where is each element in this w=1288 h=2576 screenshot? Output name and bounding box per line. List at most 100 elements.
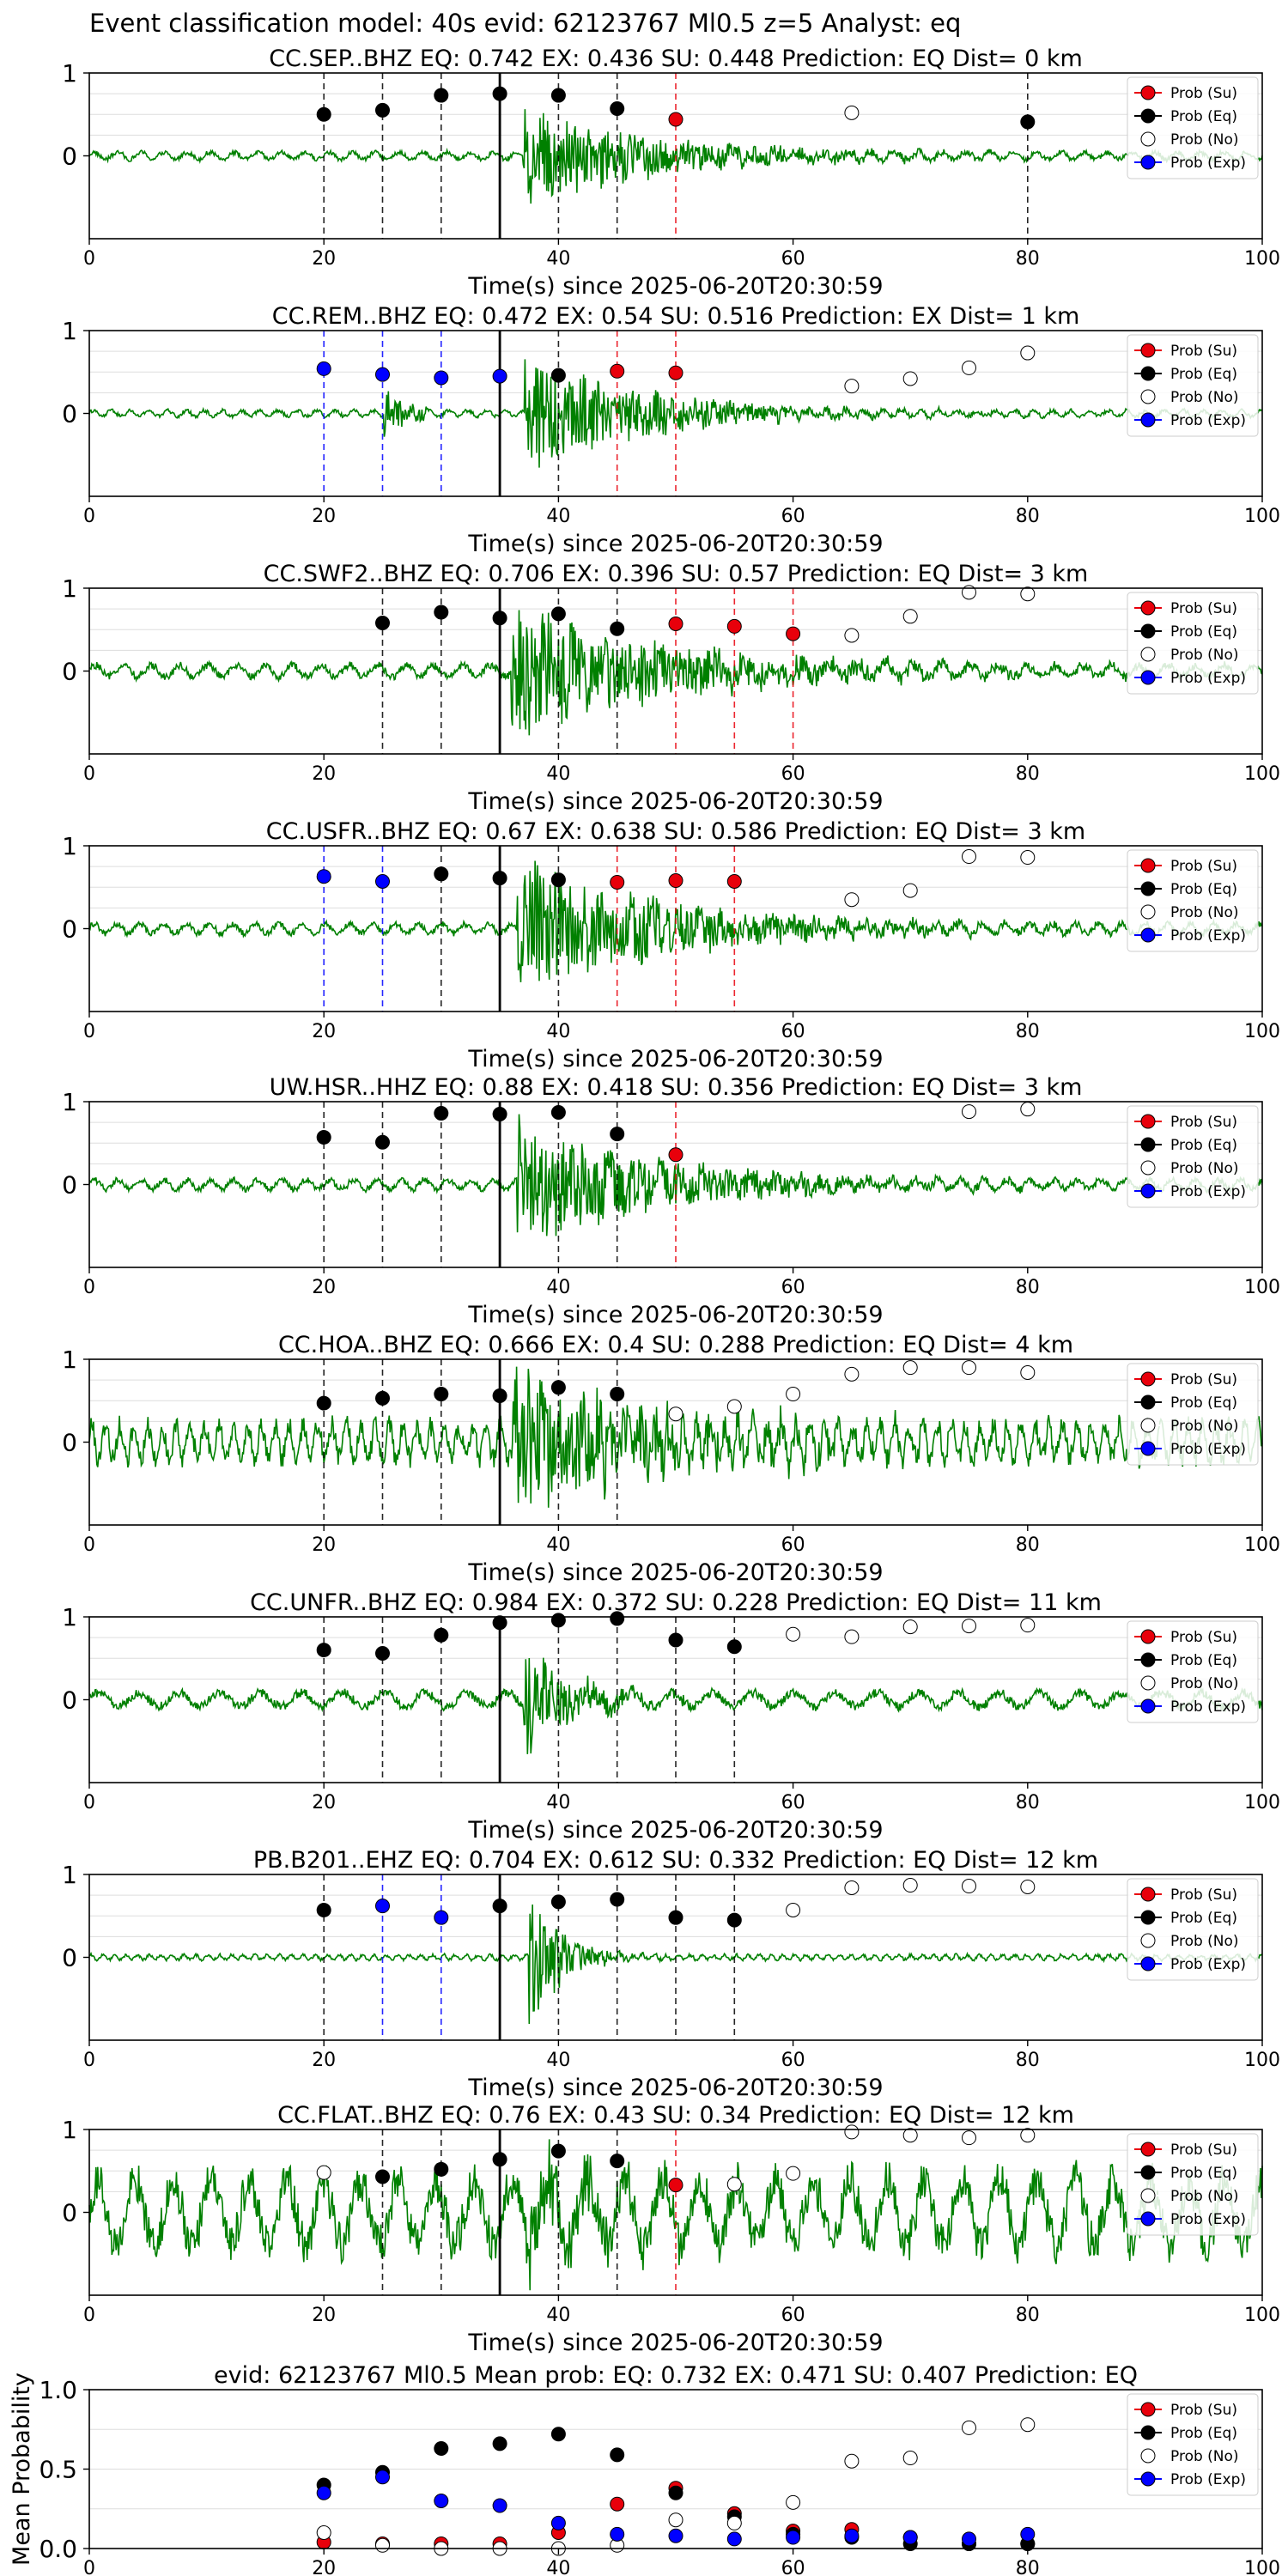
data-point-probeq (434, 866, 449, 882)
x-tick-label: 80 (1016, 2305, 1040, 2326)
x-tick-label: 0 (83, 2305, 95, 2326)
legend: Prob (Su) Prob (Eq) Prob (No) Prob (Exp) (1127, 1878, 1259, 1981)
data-point-probno (962, 1104, 976, 1120)
chart-panel-4: CC.USFR..BHZ EQ: 0.67 EX: 0.638 SU: 0.58… (62, 818, 1280, 1072)
data-point-probno (668, 1406, 683, 1422)
x-tick-label: 20 (312, 1534, 336, 1556)
data-point-probno (844, 2124, 860, 2140)
x-tick-label: 0 (83, 763, 95, 785)
legend-marker (1140, 108, 1156, 124)
data-point-probno (1020, 850, 1036, 866)
data-point-probeq (492, 1106, 507, 1121)
legend-label: Prob (Eq) (1170, 1652, 1237, 1669)
x-tick-label: 40 (546, 1277, 570, 1298)
data-point-probeq (492, 871, 507, 886)
data-point-probno (786, 1626, 801, 1642)
x-axis-label: Time(s) since 2025-06-20T20:30:59 (467, 2075, 883, 2101)
data-point-probno (726, 2177, 742, 2192)
waveform-trace (88, 610, 1263, 736)
data-point-probexp (962, 2531, 976, 2547)
x-tick-label: 40 (546, 2305, 570, 2326)
data-point-probexp (668, 2528, 683, 2543)
y-axis-label: Mean Probability (9, 2372, 35, 2566)
data-point-probeq (550, 1613, 566, 1628)
y-tick-label: 1 (62, 1346, 77, 1374)
legend: Prob (Su) Prob (Eq) Prob (No) Prob (Exp) (1127, 334, 1259, 437)
x-tick-label: 60 (781, 1792, 805, 1814)
data-point-probno (1020, 1102, 1036, 1117)
legend-marker (1140, 1114, 1156, 1129)
x-tick-label: 0 (83, 2050, 95, 2071)
y-tick-label: 1 (62, 1088, 77, 1116)
data-point-probeq (550, 368, 566, 383)
legend: Prob (Su) Prob (Eq) Prob (No) Prob (Exp) (1127, 2133, 1259, 2236)
data-point-probexp (1020, 2526, 1036, 2542)
legend-marker (1140, 1698, 1156, 1714)
legend-box (1127, 2393, 1259, 2496)
legend-label: Prob (Su) (1170, 2402, 1237, 2419)
x-tick-label: 100 (1244, 1792, 1280, 1814)
y-tick-label: 1 (62, 574, 77, 603)
data-point-probsu (668, 873, 683, 889)
legend-marker (1140, 2471, 1156, 2487)
data-point-probsu (668, 2178, 683, 2193)
data-point-probexp (316, 361, 331, 376)
data-point-probno (902, 1360, 918, 1376)
data-point-probeq (492, 611, 507, 626)
data-point-probno (1020, 586, 1036, 602)
legend-label: Prob (Exp) (1170, 2211, 1246, 2228)
legend-label: Prob (Eq) (1170, 366, 1237, 383)
legend-label: Prob (No) (1170, 1418, 1239, 1435)
data-point-probno (844, 2453, 860, 2469)
chart-title: CC.REM..BHZ EQ: 0.472 EX: 0.54 SU: 0.516… (272, 303, 1080, 330)
data-point-probexp (492, 368, 507, 384)
x-tick-label: 60 (781, 1277, 805, 1298)
legend-marker (1140, 131, 1156, 147)
data-point-probsu (668, 112, 683, 127)
data-point-probno (902, 609, 918, 624)
data-point-probexp (375, 367, 390, 382)
data-point-probeq (610, 1127, 625, 1142)
data-point-probno (726, 1399, 742, 1414)
y-tick-label: 0 (62, 658, 77, 686)
legend-marker (1140, 1956, 1156, 1971)
legend-marker (1140, 155, 1156, 170)
data-point-probeq (375, 1645, 390, 1661)
legend-marker (1140, 2211, 1156, 2227)
legend: Prob (Su) Prob (Eq) Prob (No) Prob (Exp) (1127, 1363, 1259, 1466)
data-point-probeq (434, 88, 449, 103)
data-point-probno (786, 2166, 801, 2181)
x-tick-label: 60 (781, 248, 805, 270)
x-tick-label: 20 (312, 2050, 336, 2071)
x-axis-label: Time(s) since 2025-06-20T20:30:59 (467, 1302, 883, 1328)
data-point-probno (1020, 2128, 1036, 2143)
data-point-probeq (316, 1129, 331, 1145)
data-point-probeq (434, 2440, 449, 2456)
data-point-probeq (668, 1910, 683, 1925)
data-point-probexp (844, 2528, 860, 2543)
data-point-probno (962, 849, 976, 865)
x-tick-label: 20 (312, 763, 336, 785)
data-point-probexp (434, 370, 449, 386)
data-point-probno (902, 2128, 918, 2143)
legend-marker (1140, 904, 1156, 920)
x-tick-label: 40 (546, 248, 570, 270)
legend-label: Prob (Eq) (1170, 623, 1237, 641)
y-tick-label: 1 (62, 1603, 77, 1631)
legend-marker (1140, 927, 1156, 943)
data-point-probeq (434, 1106, 449, 1121)
x-tick-label: 80 (1016, 2050, 1040, 2071)
data-point-probexp (375, 1899, 390, 1914)
data-point-probno (962, 585, 976, 600)
x-tick-label: 80 (1016, 1021, 1040, 1042)
chart-title: CC.FLAT..BHZ EQ: 0.76 EX: 0.43 SU: 0.34 … (277, 2102, 1074, 2129)
legend-label: Prob (Exp) (1170, 2471, 1246, 2488)
x-tick-label: 80 (1016, 1792, 1040, 1814)
data-point-probno (668, 2512, 683, 2528)
legend-box (1127, 1363, 1259, 1466)
data-point-probno (962, 1879, 976, 1894)
legend: Prob (Su) Prob (Eq) Prob (No) Prob (Exp) (1127, 76, 1259, 179)
data-point-probeq (492, 1388, 507, 1403)
y-tick-label: 0.5 (39, 2456, 77, 2484)
data-point-probeq (610, 621, 625, 636)
